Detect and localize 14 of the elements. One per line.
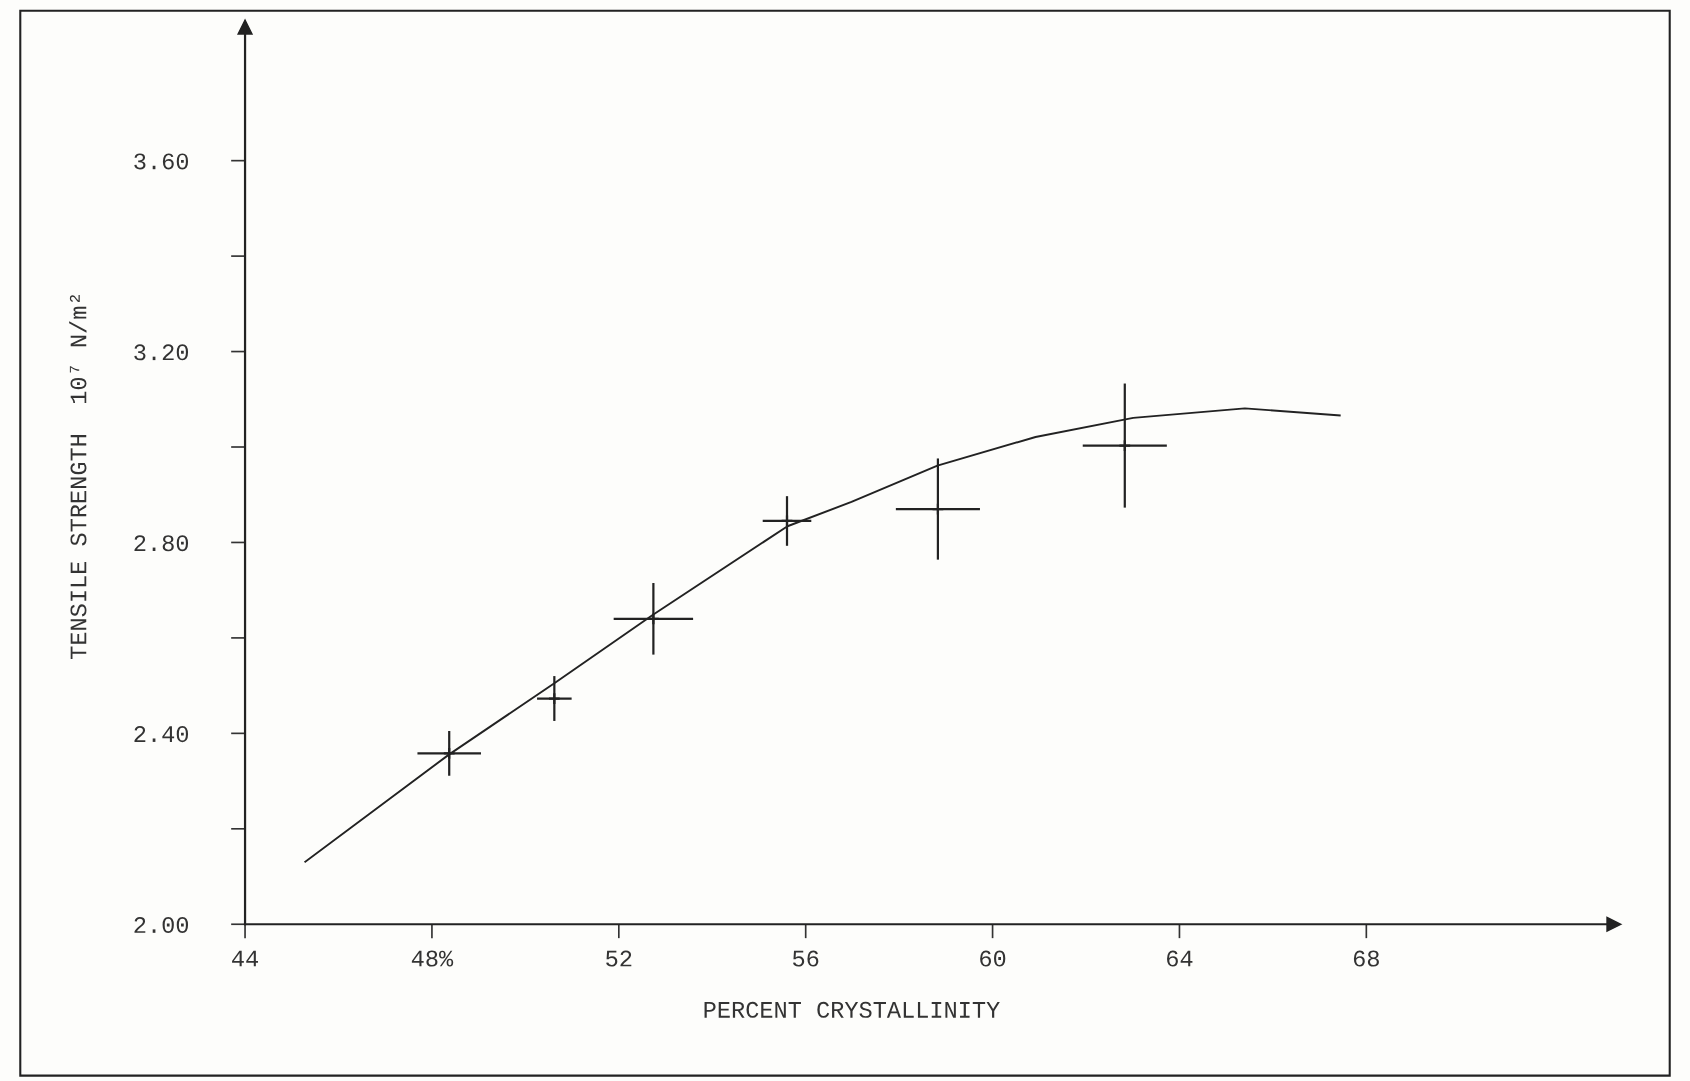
- x-tick-label: 68: [1353, 950, 1379, 967]
- x-tick-label: 60: [980, 950, 1006, 967]
- x-tick-label: 48%: [411, 950, 454, 967]
- y-tick-label: 3.60: [134, 153, 189, 170]
- y-axis-title: TENSILE STRENGTH 10⁷ N/m²: [69, 295, 87, 659]
- x-tick-label: 52: [606, 950, 632, 967]
- y-tick-label: 2.00: [134, 917, 189, 934]
- y-tick-label: 2.80: [134, 535, 189, 552]
- y-tick-label: 2.40: [134, 726, 189, 743]
- x-tick-label: 56: [793, 950, 819, 967]
- y-tick-label: 3.20: [134, 344, 189, 361]
- x-tick-label: 64: [1167, 950, 1193, 967]
- x-tick-label: 44: [232, 950, 259, 967]
- x-axis-title: PERCENT CRYSTALLINITY: [704, 1001, 1000, 1018]
